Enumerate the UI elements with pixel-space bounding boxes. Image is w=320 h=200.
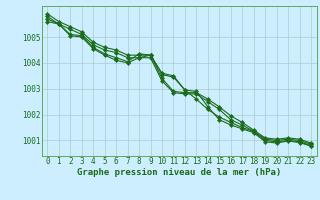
X-axis label: Graphe pression niveau de la mer (hPa): Graphe pression niveau de la mer (hPa): [77, 168, 281, 177]
